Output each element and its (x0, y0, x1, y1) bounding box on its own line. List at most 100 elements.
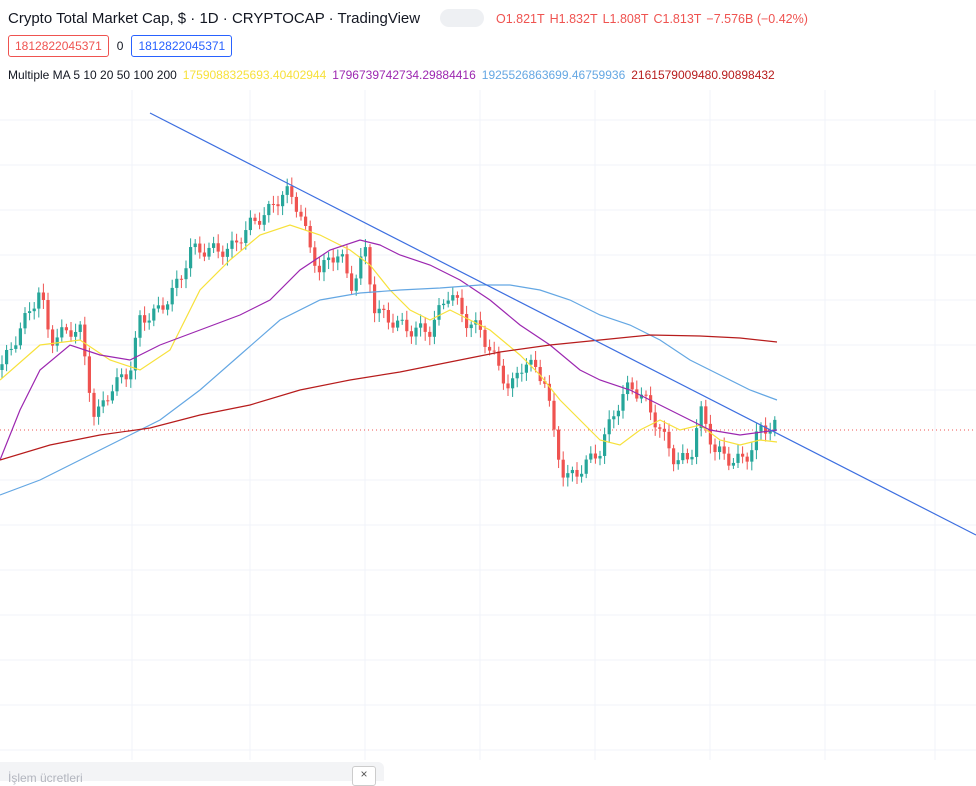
candle-body (313, 247, 317, 266)
candle-body (391, 322, 395, 328)
candle-body (685, 453, 689, 460)
candle-body (290, 186, 294, 197)
candle-body (653, 412, 657, 428)
indicator: Multiple MA 5 10 20 50 100 200 1759088325… (8, 68, 775, 82)
candle-body (202, 252, 206, 257)
candle-body (570, 469, 574, 474)
candle-body (299, 211, 303, 217)
candle-body (248, 217, 252, 231)
candle-body (230, 240, 234, 249)
candle-body (488, 346, 492, 351)
candle-body (124, 374, 128, 380)
candle-body (538, 366, 542, 382)
candle-body (373, 284, 377, 314)
candle-body (773, 419, 777, 432)
candle-body (745, 456, 749, 462)
candle-body (350, 273, 354, 291)
candle-body (708, 423, 712, 445)
candle-body (667, 431, 671, 449)
candle-body (414, 327, 418, 337)
candle-body (133, 337, 137, 371)
ma-line (0, 239, 778, 461)
candle-body (566, 473, 570, 478)
candle-body (120, 374, 124, 378)
candle-body (308, 225, 312, 248)
ma-value: 1759088325693.40402944 (182, 68, 327, 82)
candle-body (115, 377, 119, 392)
candle-body (644, 394, 648, 396)
candle-body (271, 203, 275, 205)
candle-body (207, 247, 211, 257)
candle-body (713, 444, 717, 453)
candle-body (483, 329, 487, 347)
candles (0, 177, 777, 487)
candle-body (276, 204, 280, 207)
candle-body (359, 256, 363, 279)
candle-body (78, 324, 82, 332)
candle-body (662, 428, 666, 432)
grid (0, 90, 976, 760)
candle-body (258, 220, 262, 225)
candle-body (506, 383, 510, 389)
candle-body (575, 469, 579, 477)
close-button[interactable]: × (352, 766, 376, 786)
candle-body (129, 370, 133, 380)
bid-tag[interactable]: 1812822045371 (8, 35, 109, 57)
candle-body (317, 265, 321, 273)
status-pill[interactable] (440, 9, 484, 27)
candle-body (166, 304, 170, 310)
candle-body (327, 257, 331, 261)
candle-body (267, 203, 271, 216)
candle-body (143, 315, 147, 323)
candle-body (225, 248, 229, 257)
candle-body (603, 434, 607, 456)
candle-body (584, 459, 588, 474)
candle-body (235, 240, 239, 243)
moving-averages (0, 224, 778, 496)
candle-body (156, 305, 160, 309)
candle-body (432, 319, 436, 337)
candle-body (147, 320, 151, 323)
candle-body (64, 327, 68, 331)
candle-body (465, 314, 469, 329)
ma-line (0, 224, 778, 446)
candle-body (262, 215, 266, 225)
candle-body (184, 268, 188, 280)
ask-tag[interactable]: 1812822045371 (131, 35, 233, 57)
candle-body (304, 216, 308, 226)
trend-line (149, 112, 976, 536)
candle-body (639, 394, 643, 399)
candle-body (55, 337, 59, 346)
change: −7.576B (−0.42%) (706, 12, 808, 26)
candle-body (175, 278, 179, 288)
candle-body (676, 460, 680, 465)
candle-body (552, 400, 556, 430)
candle-body (423, 323, 427, 332)
candle-body (451, 295, 455, 301)
candle-body (492, 350, 496, 352)
candle-body (216, 243, 220, 252)
candle-body (750, 450, 754, 462)
candle-body (97, 406, 101, 417)
spread: 0 (116, 39, 124, 53)
candle-body (396, 320, 400, 328)
candle-body (92, 392, 96, 417)
candle-body (345, 254, 349, 274)
candle-body (690, 456, 694, 460)
candle-body (363, 247, 367, 257)
candle-body (18, 328, 22, 346)
candle-body (672, 448, 676, 465)
candle-body (152, 308, 156, 321)
candle-body (101, 400, 105, 407)
candle-body (179, 278, 183, 280)
candle-body (9, 348, 13, 350)
candle-body (520, 372, 524, 374)
candle-body (455, 295, 459, 298)
candle-body (731, 462, 735, 466)
candle-body (589, 453, 593, 460)
candle-body (446, 300, 450, 304)
low: L1.808T (602, 12, 649, 26)
candle-body (14, 345, 18, 349)
candle-body (221, 251, 225, 257)
